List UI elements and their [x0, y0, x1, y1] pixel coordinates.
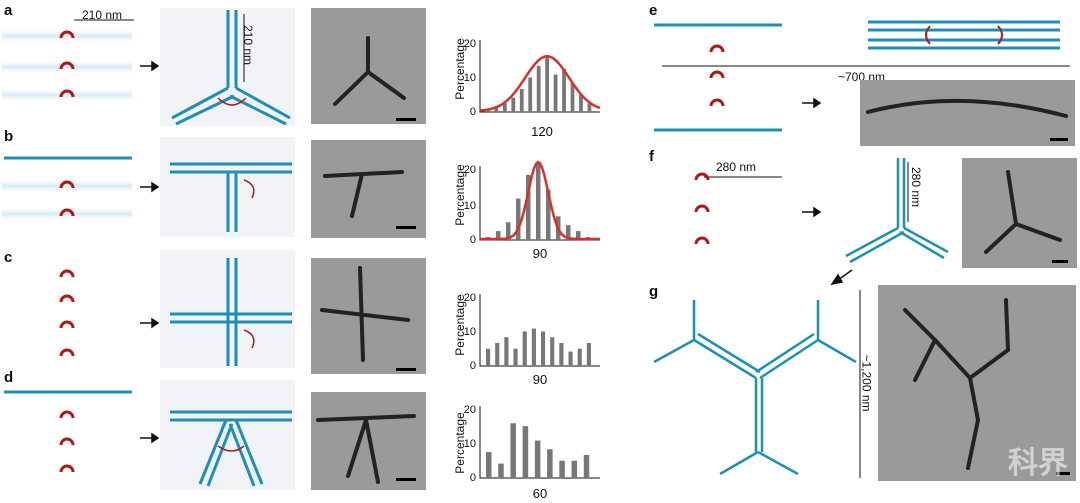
- hist-a-bar: [562, 68, 566, 112]
- watermark-logo: 科界: [1008, 447, 1068, 480]
- hist-b-xtick: 90: [532, 246, 548, 261]
- hist-a-bar: [528, 77, 533, 112]
- hist-c-bar: [531, 328, 536, 366]
- hist-d-bar: [559, 460, 565, 478]
- panel-f-structure: [845, 158, 949, 264]
- panel-d-structure: [170, 410, 292, 487]
- hist-a-bar: [536, 65, 541, 112]
- hist-d-bar: [510, 423, 516, 478]
- hist-b-bar: [576, 231, 581, 240]
- hist-a-ytick-0: 0: [469, 106, 476, 118]
- panel-label-a: a: [4, 2, 13, 19]
- hist-a-bar: [570, 83, 575, 112]
- hist-b-bar: [526, 174, 531, 240]
- panel-d-strands: [4, 390, 132, 473]
- hist-a-ytick-10: 10: [463, 72, 476, 84]
- hist-b-bar: [496, 231, 501, 240]
- hist-d-bar: [522, 426, 529, 478]
- hist-c-bar: [577, 348, 582, 366]
- dim-f-horizontal: 280 nm: [716, 160, 757, 174]
- hist-b-ytick-0: 0: [469, 234, 476, 246]
- hist-a-bar: [494, 106, 499, 112]
- hist-a-bar: [579, 94, 583, 112]
- panel-a-structure: [171, 10, 291, 126]
- panel-f-strands: [654, 172, 782, 245]
- hist-c-bar: [522, 331, 527, 366]
- panel-e-strands: [654, 23, 782, 132]
- dim-a-horizontal: 210 nm: [82, 8, 123, 22]
- hist-a-xtick: 120: [531, 124, 553, 139]
- hist-c-bar: [559, 342, 564, 366]
- panel-label-d: d: [4, 369, 14, 386]
- hist-a-fit-curve: [479, 55, 601, 112]
- hist-b-bar: [506, 222, 511, 240]
- hist-d-ytick-0: 0: [469, 472, 476, 484]
- arrows: [140, 60, 853, 444]
- hist-c-ytick-0: 0: [469, 360, 476, 372]
- panel-c-structure: [170, 258, 292, 366]
- hist-b-bar: [546, 189, 551, 240]
- hist-d-bar: [498, 463, 504, 478]
- hist-a-bar: [545, 57, 550, 112]
- hist-c-bar: [586, 342, 591, 366]
- hist-c-bar: [486, 348, 491, 366]
- hist-c-ytick-20: 20: [463, 292, 476, 304]
- hist-c-bar: [568, 351, 573, 366]
- panel-label-c: c: [4, 249, 13, 266]
- hist-a-ytick-20: 20: [463, 38, 476, 50]
- hist-a-bar: [519, 88, 524, 112]
- hist-b-ytick-10: 10: [463, 200, 476, 212]
- panel-label-g: g: [649, 283, 659, 300]
- hist-c-bar: [541, 331, 546, 366]
- hist-a-bar: [511, 97, 516, 112]
- hist-d-bar: [571, 460, 578, 478]
- hist-a-axes: [479, 40, 600, 113]
- hist-a-bar: [587, 103, 592, 112]
- hist-d-bar: [547, 449, 553, 478]
- tem-image-b: [311, 140, 426, 238]
- hist-d-ytick-20: 20: [463, 404, 476, 416]
- hist-b-fit-curve: [480, 160, 600, 241]
- hist-a-bar: [553, 74, 558, 112]
- hist-c-bar: [550, 337, 555, 366]
- hist-c-bar: [513, 348, 518, 366]
- tem-image-e: [860, 80, 1075, 146]
- panel-b-structure: [170, 162, 292, 232]
- tem-image-f: [962, 158, 1077, 268]
- hist-c-bar: [495, 342, 500, 366]
- hist-b-bar: [516, 198, 521, 240]
- panel-label-f: f: [649, 148, 654, 165]
- hist-d-xtick: 60: [532, 486, 548, 501]
- hist-b-ytick-20: 20: [463, 164, 476, 176]
- hist-c-ytick-10: 10: [463, 326, 476, 338]
- panel-c-strands: [4, 269, 130, 357]
- hist-d-bar: [534, 440, 541, 478]
- hist-b-bar: [536, 163, 541, 240]
- panel-label-b: b: [4, 128, 14, 145]
- panel-g-structure: [653, 300, 857, 476]
- hist-c-bar: [504, 337, 509, 366]
- panel-b-strands: [2, 156, 132, 222]
- panel-label-e: e: [649, 2, 658, 19]
- hist-c-xtick: 90: [532, 372, 548, 387]
- hist-b-bar: [566, 225, 571, 240]
- hist-a-bar: [502, 103, 507, 112]
- hist-d-ytick-10: 10: [463, 438, 476, 450]
- panel-e-structure: [868, 20, 1060, 50]
- hist-d-bar: [583, 454, 590, 478]
- hist-d-bar: [486, 452, 492, 478]
